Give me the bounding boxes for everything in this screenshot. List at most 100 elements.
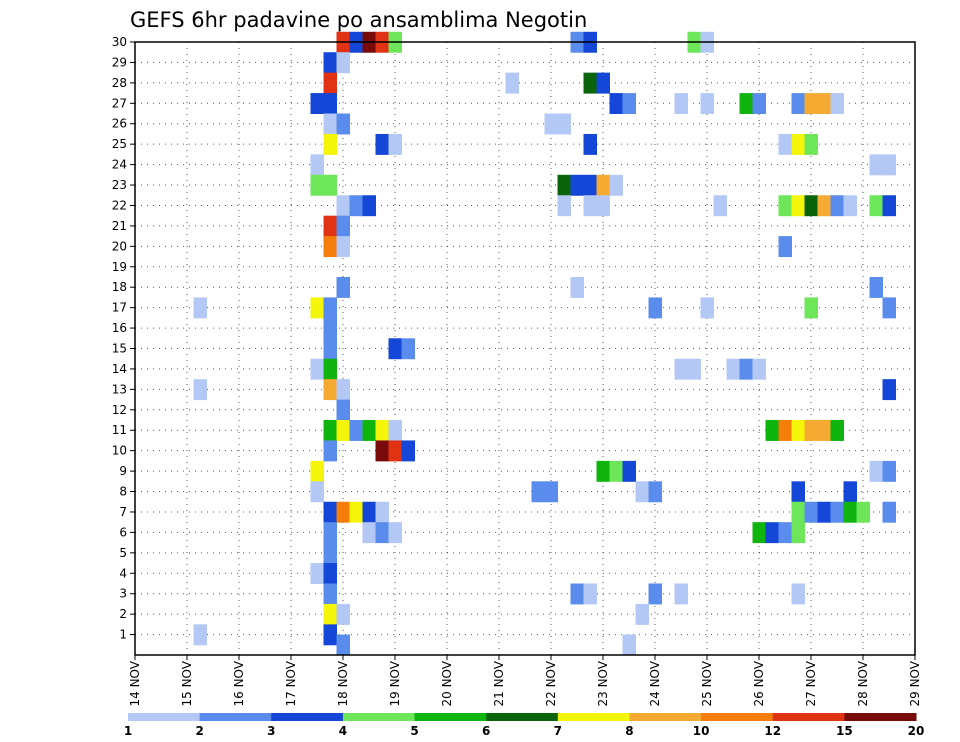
- data-cell: [323, 542, 337, 564]
- data-cell: [570, 174, 584, 196]
- data-cell: [336, 195, 350, 217]
- data-cell: [700, 297, 714, 319]
- data-cell: [310, 93, 324, 115]
- y-tick-label: 15: [112, 342, 127, 356]
- data-cell: [726, 358, 740, 380]
- colorbar-swatch: [414, 713, 487, 721]
- y-tick-label: 24: [112, 158, 127, 172]
- data-cell: [544, 481, 558, 503]
- y-tick-label: 26: [112, 117, 127, 131]
- data-cell: [791, 583, 805, 605]
- x-tick-label: 21 NOV: [492, 660, 506, 706]
- y-axis: 1234567891011121314151617181920212223242…: [112, 35, 135, 642]
- data-cell: [570, 583, 584, 605]
- data-cell: [583, 195, 597, 217]
- data-cell: [843, 501, 857, 523]
- x-tick-label: 20 NOV: [440, 660, 454, 706]
- y-tick-label: 6: [119, 525, 127, 539]
- data-cell: [856, 501, 870, 523]
- colorbar-swatch: [701, 713, 774, 721]
- data-cell: [583, 174, 597, 196]
- data-cell: [583, 133, 597, 155]
- colorbar-swatch: [844, 713, 917, 721]
- data-cell: [388, 133, 402, 155]
- data-cell: [882, 154, 896, 176]
- data-cell: [869, 276, 883, 298]
- data-cell: [843, 195, 857, 217]
- y-tick-label: 20: [112, 239, 127, 253]
- data-cell: [596, 174, 610, 196]
- colorbar: 1 2 3 4 5 6 7 8 10 12 15 20: [124, 713, 924, 738]
- data-cell: [401, 338, 415, 360]
- data-cell: [804, 195, 818, 217]
- data-cell: [323, 174, 337, 196]
- data-cell: [375, 440, 389, 462]
- data-cell: [869, 154, 883, 176]
- data-cell: [323, 317, 337, 339]
- data-cell: [869, 460, 883, 482]
- data-cell: [778, 133, 792, 155]
- y-tick-label: 21: [112, 219, 127, 233]
- y-tick-label: 10: [112, 444, 127, 458]
- data-cell: [323, 133, 337, 155]
- data-cell: [336, 603, 350, 625]
- data-cell: [336, 236, 350, 258]
- data-cell: [752, 358, 766, 380]
- data-cell: [583, 72, 597, 94]
- data-cell: [700, 93, 714, 115]
- data-cell: [362, 195, 376, 217]
- data-cell: [791, 481, 805, 503]
- colorbar-label: 7: [554, 724, 562, 738]
- data-cell: [674, 358, 688, 380]
- data-cell: [570, 276, 584, 298]
- y-tick-label: 7: [119, 505, 127, 519]
- y-tick-label: 9: [119, 464, 127, 478]
- y-tick-label: 25: [112, 137, 127, 151]
- data-cell: [817, 501, 831, 523]
- data-cell: [596, 195, 610, 217]
- data-cell: [765, 420, 779, 441]
- data-cell: [791, 133, 805, 155]
- data-cell: [596, 72, 610, 94]
- y-tick-label: 14: [112, 362, 127, 376]
- chart-title: GEFS 6hr padavine po ansamblima Negotin: [130, 8, 587, 32]
- data-cell: [323, 338, 337, 360]
- data-cell: [804, 420, 818, 441]
- data-cell: [336, 215, 350, 237]
- data-cell: [635, 603, 649, 625]
- y-tick-label: 28: [112, 76, 127, 90]
- data-cell: [362, 420, 376, 441]
- data-cell: [323, 522, 337, 544]
- y-tick-label: 13: [112, 382, 127, 396]
- data-cell: [791, 93, 805, 115]
- colorbar-swatch: [772, 713, 845, 721]
- data-cell: [674, 93, 688, 115]
- y-tick-label: 12: [112, 403, 127, 417]
- data-cell: [323, 603, 337, 625]
- data-cell: [388, 440, 402, 462]
- data-cell: [193, 379, 207, 401]
- data-cell: [817, 93, 831, 115]
- y-tick-label: 8: [119, 485, 127, 499]
- data-cell: [323, 215, 337, 237]
- x-tick-label: 14 NOV: [128, 660, 142, 706]
- data-cell: [505, 72, 519, 94]
- x-tick-label: 24 NOV: [648, 660, 662, 706]
- data-cell: [336, 634, 350, 656]
- data-cell: [882, 501, 896, 523]
- colorbar-swatch: [271, 713, 344, 721]
- colorbar-label: 1: [124, 724, 132, 738]
- data-cell: [882, 379, 896, 401]
- data-cell: [323, 440, 337, 462]
- data-cell: [323, 563, 337, 584]
- data-cell: [843, 481, 857, 503]
- x-tick-label: 15 NOV: [180, 660, 194, 706]
- data-cell: [310, 174, 324, 196]
- x-tick-label: 29 NOV: [908, 660, 922, 706]
- data-cell: [323, 358, 337, 380]
- y-tick-label: 27: [112, 96, 127, 110]
- data-cell: [310, 297, 324, 319]
- data-cell: [752, 522, 766, 544]
- data-cell: [804, 133, 818, 155]
